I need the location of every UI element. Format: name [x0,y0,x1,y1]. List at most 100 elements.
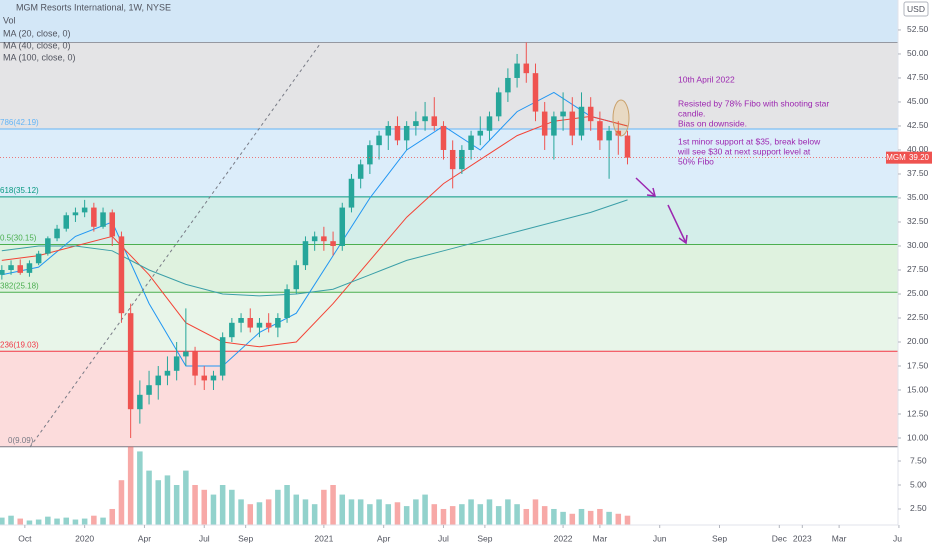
y-tick-label: 15.00 [907,384,929,394]
candle-body [265,322,272,328]
volume-bar [63,517,70,525]
volume-bar [440,508,447,525]
x-tick-label: Mar [593,533,608,543]
highlight-ellipse [612,99,630,137]
x-tick-label: Jul [438,533,449,543]
band [0,244,898,293]
arrow-head [646,187,656,197]
x-tick-label: Oct [18,533,32,543]
candle-body [468,135,474,150]
symbol: MGM [886,153,906,162]
candle-body [624,135,631,158]
y-tick-label: 45.00 [907,96,929,106]
x-tick-label: Apr [138,533,151,543]
candle-body [91,207,97,227]
y-tick-label: 35.00 [907,192,929,202]
volume-bar [615,513,622,525]
candle-body [35,253,42,264]
candle-body [118,236,125,314]
x-tick-label: 2020 [75,533,94,543]
volume-bar [0,517,5,525]
candle-body [505,77,511,93]
volume-bar [551,508,557,525]
volume-bar [265,499,272,525]
volume-bar [173,485,180,525]
volume-bar [81,518,88,525]
candle-body [321,236,327,242]
volume-bar [247,504,254,525]
volume-legend: Vol [3,15,16,25]
volume-bar [422,494,428,525]
candle-body [173,356,180,371]
candle-body [109,212,116,237]
volume-bar [477,504,484,525]
volume-bar [137,451,143,525]
volume-bar [367,504,373,525]
candle-body [477,130,484,136]
volume-bar [109,508,116,525]
ma-legend: MA (100, close, 0) [3,52,76,62]
arrow [635,177,656,197]
volume-bar [376,499,382,525]
volume-bar [45,516,51,525]
candle-body [72,212,79,216]
volume-bar [118,480,125,525]
candle-body [403,125,410,141]
volume-bar [302,499,309,525]
volume-bar [54,518,60,525]
band [0,196,898,245]
annotation-line: 50% Fibo [678,156,714,166]
candle-body [219,337,226,376]
arrow [667,204,687,244]
annotation-line: Resisted by 78% Fibo with shooting star [678,98,829,108]
volume-bar [569,513,576,525]
volume-bar [449,506,456,525]
annotation-line: 1st minor support at $35, break below [678,136,821,146]
candle-body [275,317,281,328]
chart-title: MGM Resorts International, 1W, NYSE [16,2,171,12]
x-tick-label: Sep [712,533,727,543]
candle-body [385,125,392,136]
volume-bar [514,504,520,525]
time-axis [0,525,898,550]
symbol-tag [886,151,906,164]
volume-bar [505,499,511,525]
candle-body [210,375,217,381]
y-tick-label: 42.50 [907,120,929,130]
volume-bar [330,485,336,525]
volume-bar [578,508,585,525]
annotation-title: 10th April 2022 [678,74,735,84]
volume-bar [183,470,189,525]
fib-label: 382(25.18) [0,281,39,290]
candle-body [17,265,24,273]
volume-bar [348,499,355,525]
y-tick-label: 25.00 [907,288,929,298]
y-tick-label: 20.00 [907,336,929,346]
ma-legend: MA (20, close, 0) [3,28,71,38]
ma-line [1,199,628,297]
volume-bar [606,511,612,525]
candle-body [459,149,465,170]
ma-line [1,91,628,367]
volume-bar [201,489,208,525]
candle-body [247,317,254,328]
volume-bar [26,520,33,525]
candle-body [394,125,401,141]
ma-legend: MA (40, close, 0) [3,40,71,50]
candle-body [81,207,88,213]
y-tick-label: 40.00 [907,144,929,154]
volume-bar [495,506,502,525]
candle-body [100,212,106,227]
y-tick-label: 47.50 [907,72,929,82]
volume-bar [293,494,300,525]
fib-bands: 786(42.19) 618(35.12) 0.5(30.15) 382(25.18)… [0,0,898,448]
x-tick-label: 2023 [793,533,812,543]
currency-box[interactable] [903,1,929,17]
volume-bar [385,504,392,525]
y-tick-label: 30.00 [907,240,929,250]
volume-bar [624,515,631,525]
candle-body [486,116,493,131]
candle-body [146,385,152,395]
candle-body [54,228,60,239]
